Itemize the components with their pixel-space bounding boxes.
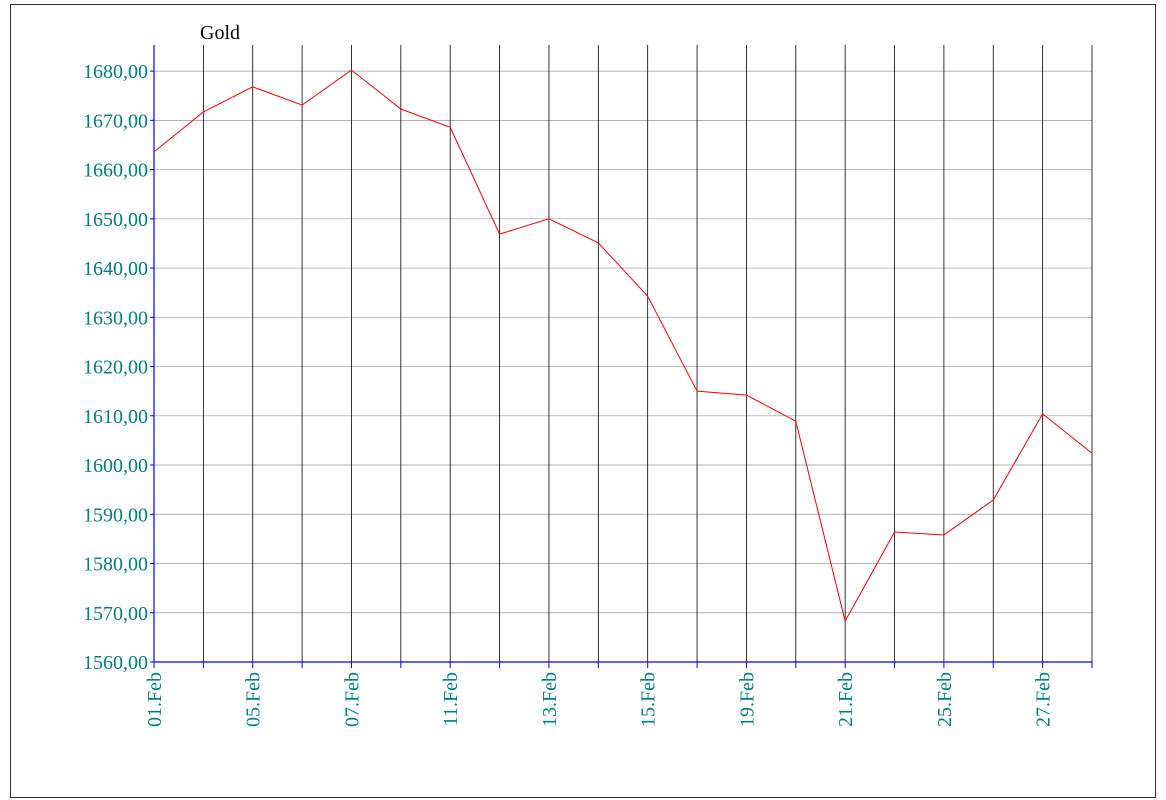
x-tick-label: 13.Feb <box>539 672 561 727</box>
x-tick-label: 11.Feb <box>440 672 462 726</box>
x-tick-label: 01.Feb <box>144 672 166 727</box>
x-tick-label: 07.Feb <box>341 672 363 727</box>
y-tick-label: 1650,00 <box>83 209 148 231</box>
x-tick-label: 21.Feb <box>835 672 857 727</box>
y-tick-label: 1630,00 <box>83 307 148 329</box>
x-tick-label: 05.Feb <box>243 672 265 727</box>
y-tick-label: 1560,00 <box>83 652 148 674</box>
y-tick-label: 1600,00 <box>83 455 148 477</box>
y-tick-label: 1570,00 <box>83 603 148 625</box>
line <box>153 69 1093 623</box>
frame <box>10 4 1156 798</box>
x-tick-label: 15.Feb <box>638 672 660 727</box>
x-tick-label: 27.Feb <box>1033 672 1055 727</box>
y-tick-label: 1580,00 <box>83 554 148 576</box>
y-tick-label: 1620,00 <box>83 357 148 379</box>
y-tick-label: 1590,00 <box>83 504 148 526</box>
y-tick-label: 1660,00 <box>83 160 148 182</box>
chart-title: Gold <box>200 22 240 44</box>
y-tick-label: 1640,00 <box>83 258 148 280</box>
y-tick-label: 1670,00 <box>83 110 148 132</box>
y-tick-label: 1680,00 <box>83 61 148 83</box>
x-tick-label: 19.Feb <box>736 672 758 727</box>
x-tick-label: 25.Feb <box>934 672 956 727</box>
y-tick-label: 1610,00 <box>83 406 148 428</box>
